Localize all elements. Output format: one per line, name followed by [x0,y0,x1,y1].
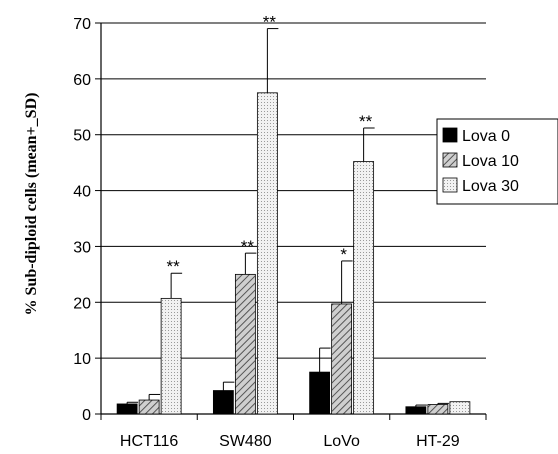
bars [116,28,471,415]
legend-entry: Lova 10 [462,153,519,170]
legend-entry: Lova 30 [462,178,519,195]
labels: 010203040506070HCT116**SW480****LoVo***H… [73,13,460,450]
bar [427,404,449,415]
x-tick-label: LoVo [323,433,360,450]
significance-marker: * [340,245,347,264]
bar [256,92,278,415]
bar [234,273,256,415]
significance-marker: ** [241,237,255,256]
x-tick-label: HCT116 [120,433,178,450]
bar [331,303,353,415]
bar [160,297,182,415]
significance-marker: ** [359,112,373,131]
x-tick-label: HT-29 [416,433,460,450]
y-tick-label: 40 [73,184,91,201]
axes [95,22,487,420]
bar [138,399,160,415]
bar [309,371,331,415]
bar [405,406,427,415]
bar [449,401,471,415]
bar [116,403,138,415]
legend-entry: Lova 0 [462,128,510,145]
y-tick-label: 10 [73,351,91,368]
legend-swatch [442,127,458,143]
bar [353,161,375,415]
y-tick-label: 30 [73,239,91,256]
y-tick-label: 20 [73,295,91,312]
y-tick-label: 50 [73,128,91,145]
y-tick-label: 70 [73,16,91,33]
gridlines [101,22,486,359]
bar [212,390,234,415]
y-tick-label: 60 [73,72,91,89]
y-tick-label: 0 [82,407,91,424]
y-axis-label: % Sub-diploid cells (mean+_SD) [23,93,40,316]
legend-swatch [442,152,458,168]
x-tick-label: SW480 [219,433,272,450]
significance-marker: ** [167,257,181,276]
significance-marker: ** [263,13,277,32]
legend: Lova 0 Lova 10 Lova 30 [436,118,558,205]
legend-swatch [442,177,458,193]
